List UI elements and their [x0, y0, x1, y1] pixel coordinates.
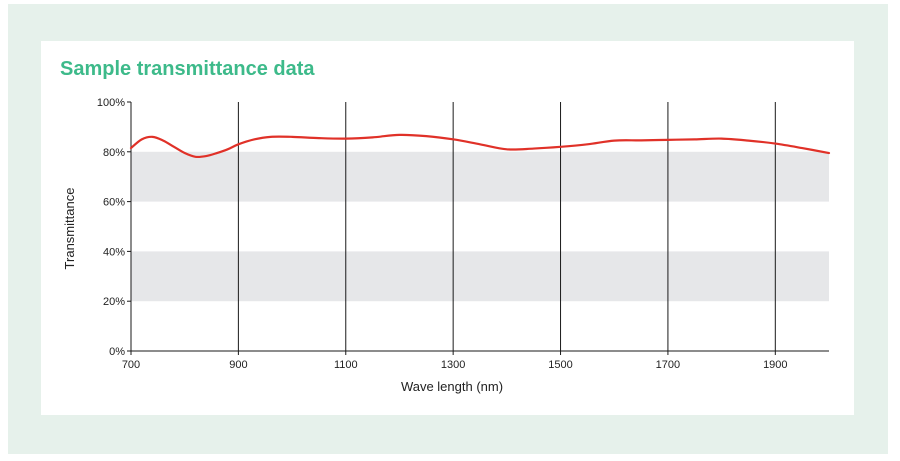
x-axis-title: Wave length (nm) — [401, 379, 503, 394]
x-tick-label-700: 700 — [122, 359, 140, 371]
transmittance-chart: 0% 20% 40% 60% 80% 100% 700 900 1100 1300 1500 1700… — [62, 97, 831, 394]
transmittance-series-line — [129, 133, 831, 159]
x-tick-label-1300: 1300 — [441, 359, 465, 371]
chart-panel: Sample transmittance data 0% 20% 40% 60% 80%… — [41, 41, 854, 415]
x-tick-label-1100: 1100 — [334, 359, 358, 371]
y-tick-label-40: 40% — [103, 246, 125, 258]
band-20-40 — [131, 251, 829, 302]
x-tick-label-900: 900 — [229, 359, 247, 371]
chart-background: Sample transmittance data 0% 20% 40% 60% 80%… — [8, 4, 888, 454]
chart-title: Sample transmittance data — [60, 58, 315, 80]
y-tick-label-60: 60% — [103, 197, 125, 209]
y-tick-label-20: 20% — [103, 296, 125, 308]
x-tick-label-1500: 1500 — [548, 359, 572, 371]
y-axis-title: Transmittance — [62, 188, 77, 270]
y-tick-label-0: 0% — [109, 346, 125, 358]
y-tick-label-80: 80% — [103, 147, 125, 159]
band-60-80 — [131, 151, 829, 202]
x-tick-label-1900: 1900 — [763, 359, 787, 371]
y-tick-label-100: 100% — [97, 97, 125, 109]
x-tick-label-1700: 1700 — [656, 359, 680, 371]
